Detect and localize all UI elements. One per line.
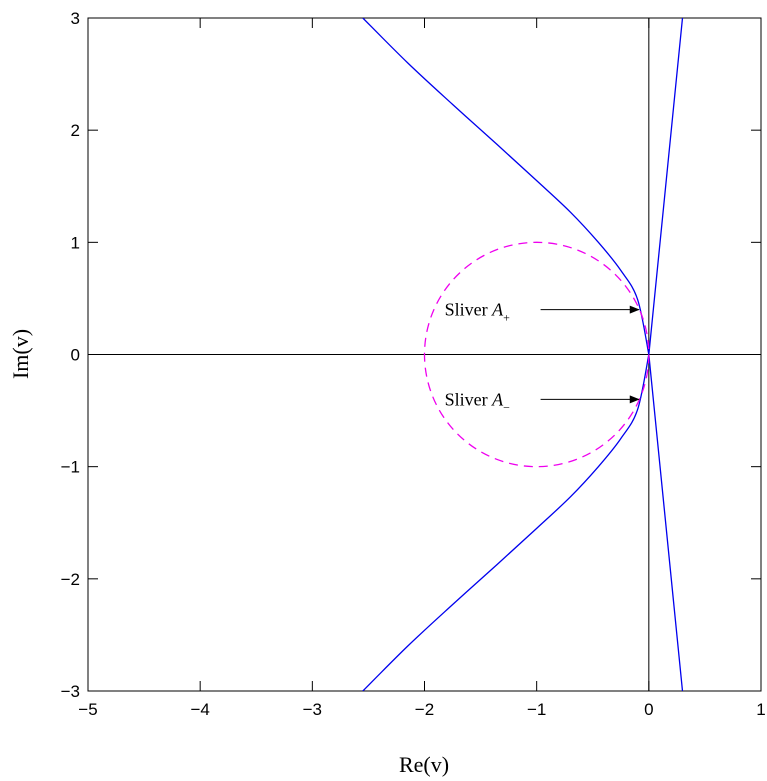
x-tick-label: −4: [190, 700, 209, 719]
y-tick-label: 3: [71, 9, 80, 28]
series-line-4: [648, 354, 684, 691]
y-tick-label: −2: [61, 570, 80, 589]
x-tick-label: −5: [78, 700, 97, 719]
y-axis-title: Im(v): [8, 329, 33, 379]
annotation-label-1: Sliver A+: [445, 300, 511, 325]
series-line-2: [362, 354, 650, 691]
axis-ticks: −5 −4 −3 −2 −1 0 1 −3 −2 −1 0 1 2 3: [61, 9, 766, 719]
x-tick-label: −3: [303, 700, 322, 719]
y-tick-label: 2: [71, 121, 80, 140]
y-tick-label: 1: [71, 233, 80, 252]
series-line-1: [362, 18, 650, 355]
y-tick-label: 0: [71, 346, 80, 365]
dashed-circle: [423, 241, 650, 468]
x-tick-label: −2: [415, 700, 434, 719]
y-axis-title-text: Im(v): [8, 329, 33, 379]
curves: [362, 18, 684, 691]
annotation-label-2: Sliver A−: [445, 389, 511, 414]
x-tick-label: −1: [527, 700, 546, 719]
x-axis-title-text: Re(v): [399, 752, 449, 777]
x-tick-label: 0: [644, 700, 653, 719]
x-axis-title: Re(v): [399, 752, 449, 777]
annotations: Sliver A+ Sliver A−: [445, 300, 640, 414]
y-tick-label: −3: [61, 682, 80, 701]
x-tick-label: 1: [756, 700, 765, 719]
series-line-3: [648, 18, 684, 355]
y-tick-label: −1: [61, 458, 80, 477]
